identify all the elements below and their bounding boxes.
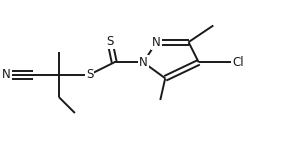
Text: N: N [139,56,148,69]
Text: N: N [1,68,10,81]
Text: N: N [152,36,161,49]
Text: S: S [106,35,114,48]
Text: S: S [86,68,93,81]
Text: Cl: Cl [232,56,244,69]
